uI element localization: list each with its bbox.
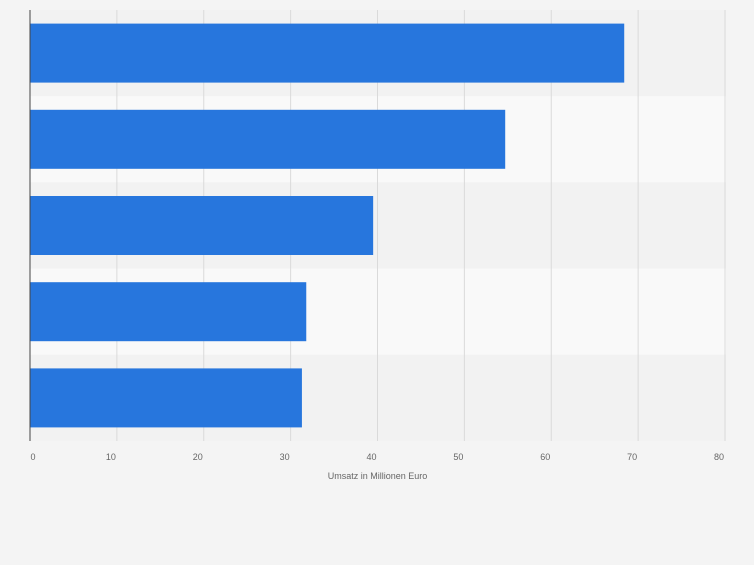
x-tick-label: 40 <box>366 452 376 462</box>
bar <box>30 368 302 428</box>
x-tick-label: 30 <box>280 452 290 462</box>
x-tick-label: 60 <box>540 452 550 462</box>
x-axis-title: Umsatz in Millionen Euro <box>328 471 428 481</box>
bars <box>30 23 625 428</box>
bar <box>30 196 374 255</box>
bar <box>30 109 506 169</box>
x-tick-label: 20 <box>193 452 203 462</box>
x-tick-label: 70 <box>627 452 637 462</box>
bar <box>30 23 625 83</box>
x-tick-label: 10 <box>106 452 116 462</box>
x-tick-label: 80 <box>714 452 724 462</box>
bar <box>30 282 307 342</box>
x-tick-labels: 0 10 20 30 40 50 60 70 80 <box>30 452 724 462</box>
x-tick-label: 0 <box>30 452 35 462</box>
x-tick-label: 50 <box>453 452 463 462</box>
